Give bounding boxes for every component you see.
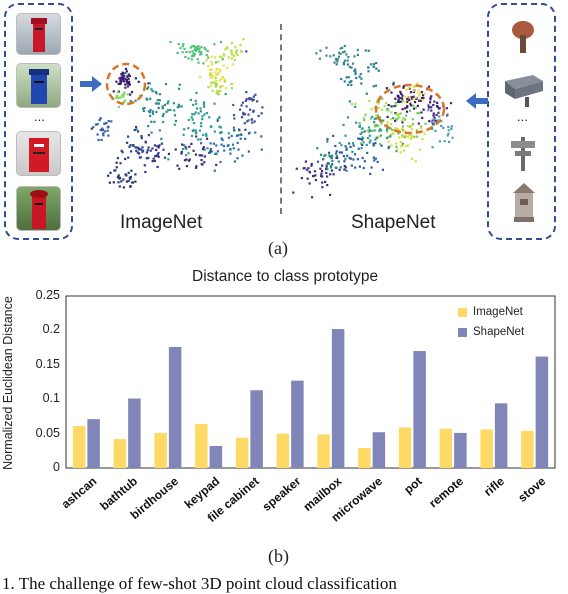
imagenet-tsne-cluster: [232, 50, 264, 135]
bar-imagenet-file-cabinet: [235, 437, 249, 468]
shapenet-tsne-cluster: [335, 49, 395, 103]
bar-shapenet-microwave: [372, 432, 386, 468]
imagenet-tsne-cluster: [90, 125, 167, 165]
shapenet-samples-frame: ...: [487, 3, 556, 240]
imagenet-thumb-postbox-red-2: [16, 131, 61, 176]
imagenet-tsne-cluster: [200, 103, 263, 172]
shapenet-tsne-cluster: [316, 140, 354, 172]
panel-a-caption: (a): [268, 238, 288, 258]
imagenet-tsne-cluster: [92, 117, 113, 142]
bar-imagenet-rifle: [480, 429, 493, 468]
x-tick-label: remote: [426, 474, 467, 511]
bar-shapenet-rifle: [494, 403, 508, 468]
shapenet-tsne-cluster: [338, 105, 404, 153]
bar-shapenet-pot: [413, 351, 426, 468]
bar-imagenet-keypad: [195, 423, 208, 468]
shapenet-label: ShapeNet: [351, 212, 436, 233]
shapenet-tsne-cluster: [316, 130, 391, 175]
imagenet-tsne-cluster: [169, 41, 224, 65]
bar-shapenet-keypad: [209, 445, 223, 468]
shapenet-tsne-cluster: [404, 82, 427, 104]
y-tick-label: 0.1: [42, 391, 60, 406]
legend-swatch-imagenet: [458, 307, 467, 317]
figure-caption-fragment: 1. The challenge of few-shot 3D point cl…: [2, 574, 397, 593]
bar-imagenet-stove: [521, 430, 534, 468]
x-tick-label: speaker: [259, 474, 304, 514]
y-axis-title: Normalized Euclidean Distance: [1, 296, 15, 470]
legend-swatch-shapenet: [458, 327, 467, 337]
bar-shapenet-birdhouse: [168, 346, 182, 468]
shapenet-ellipsis: ...: [517, 109, 528, 124]
y-tick-label: 0: [53, 460, 60, 474]
y-tick-label: 0.05: [35, 425, 60, 440]
y-tick-label: 0.15: [35, 356, 60, 371]
imagenet-tsne-plot: [90, 38, 264, 189]
bar-imagenet-birdhouse: [154, 432, 167, 468]
bar-imagenet-mailbox: [317, 434, 330, 468]
bar-imagenet-bathtub: [113, 439, 127, 468]
bar-shapenet-ashcan: [87, 419, 100, 468]
bar-imagenet-ashcan: [72, 426, 86, 468]
imagenet-samples-frame: ...: [4, 3, 73, 240]
imagenet-tsne-cluster: [158, 85, 250, 161]
shapenet-tsne-highlight-ellipse: [374, 83, 446, 135]
shapenet-thumb-mailbox-2: [499, 67, 549, 112]
x-tick-label: ashcan: [59, 474, 100, 512]
shapenet-tsne-plot: [292, 44, 454, 199]
shapenet-thumb-signpost: [501, 133, 546, 178]
bar-shapenet-stove: [535, 356, 549, 468]
legend-item-imagenet: ImageNet: [458, 302, 524, 322]
chart-legend: ImageNet ShapeNet: [458, 302, 524, 342]
x-tick-label: rifle: [481, 474, 507, 499]
x-tick-label: stove: [514, 474, 548, 505]
y-tick-label: 0.2: [42, 322, 60, 337]
bar-shapenet-speaker: [291, 380, 304, 468]
imagenet-tsne-cluster: [220, 38, 245, 62]
arrow-left-icon: [466, 93, 488, 114]
y-tick-label: 0.25: [35, 288, 60, 302]
shapenet-thumb-mailbox-1: [501, 15, 546, 60]
bar-shapenet-mailbox: [331, 329, 345, 468]
bar-imagenet-speaker: [276, 433, 290, 468]
bar-shapenet-bathtub: [128, 398, 141, 468]
x-tick-label: pot: [401, 474, 426, 497]
bar-imagenet-remote: [439, 428, 453, 468]
legend-label-shapenet: ShapeNet: [473, 326, 525, 338]
panel-a: ... ... ImageNet ShapeN: [0, 0, 568, 265]
shapenet-tsne-cluster: [427, 109, 454, 149]
panel-divider: [280, 24, 282, 214]
imagenet-label: ImageNet: [120, 212, 203, 233]
legend-item-shapenet: ShapeNet: [458, 322, 524, 342]
imagenet-tsne-cluster: [138, 135, 218, 170]
imagenet-tsne-highlight-ellipse: [105, 62, 147, 106]
imagenet-tsne-cluster: [124, 72, 181, 140]
imagenet-thumb-postbox-blue: [16, 63, 61, 108]
shapenet-tsne-cluster: [292, 156, 347, 199]
imagenet-tsne-cluster: [207, 73, 233, 96]
bar-imagenet-microwave: [358, 448, 371, 468]
arrow-right-icon: [80, 76, 102, 97]
imagenet-tsne-cluster: [107, 157, 147, 189]
shapenet-tsne-cluster: [315, 44, 359, 69]
chart-title: Distance to class prototype: [192, 268, 379, 285]
bar-imagenet-pot: [398, 427, 412, 468]
bar-shapenet-remote: [454, 432, 467, 468]
panel-b-caption: (b): [268, 546, 289, 566]
legend-label-imagenet: ImageNet: [473, 306, 523, 318]
imagenet-thumb-postbox-red: [16, 13, 61, 55]
imagenet-thumb-pillar-box: [16, 186, 61, 231]
imagenet-ellipsis: ...: [34, 109, 45, 124]
shapenet-thumb-tower: [503, 179, 545, 230]
imagenet-tsne-cluster: [115, 91, 130, 109]
bar-shapenet-file-cabinet: [250, 390, 263, 468]
